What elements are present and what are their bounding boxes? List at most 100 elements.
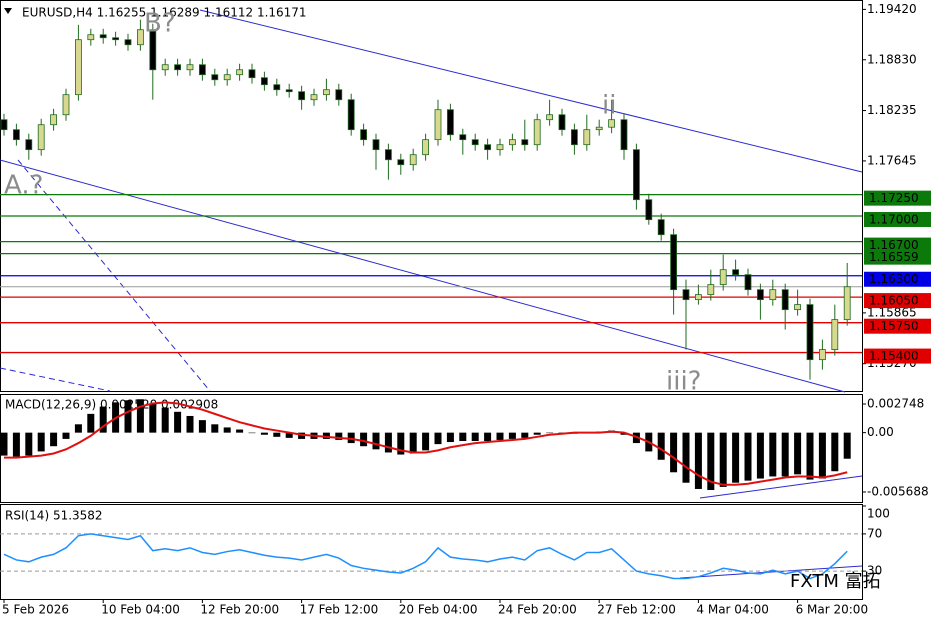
candle-body: [198, 64, 206, 76]
chart-title: EURUSD,H4 1.16255 1.16289 1.16112 1.1617…: [22, 6, 307, 20]
level-label: 1.17250: [869, 191, 919, 205]
level-label: 1.17000: [869, 212, 919, 226]
macd-bar: [322, 432, 330, 439]
macd-bar: [694, 432, 702, 489]
level-label: 1.16559: [869, 250, 919, 264]
macd-bar: [0, 432, 8, 456]
macd-bar: [335, 432, 343, 440]
x-tick-label: 10 Feb 04:00: [101, 603, 180, 617]
candle-body: [744, 274, 752, 291]
y-tick-label: 30: [867, 564, 882, 578]
candle-body: [695, 294, 702, 301]
y-tick-label: 1.17645: [867, 153, 917, 167]
macd-bar: [372, 432, 380, 450]
macd-bar: [843, 432, 851, 459]
candle-body: [186, 64, 194, 71]
candle-body: [521, 139, 529, 146]
macd-bar: [508, 432, 516, 439]
macd-bar: [422, 432, 430, 451]
y-tick-label: 1.18830: [867, 52, 917, 66]
y-tick-label: 1.19420: [867, 2, 917, 16]
macd-bar: [174, 411, 182, 433]
macd-bar: [707, 432, 715, 491]
macd-bar: [136, 399, 144, 433]
candle-body: [806, 304, 814, 361]
candle-body: [112, 37, 119, 41]
level-label: 1.15400: [869, 349, 919, 363]
x-tick-label: 17 Feb 12:00: [300, 603, 379, 617]
candle-body: [37, 124, 45, 151]
candle-body: [161, 64, 169, 71]
candle-body: [471, 139, 479, 146]
candle-body: [87, 34, 95, 41]
y-tick-label: -0.005688: [867, 484, 929, 498]
rsi-line: [3, 533, 848, 580]
macd-bar: [446, 432, 454, 443]
macd-bar: [99, 406, 107, 433]
macd-bar: [124, 400, 132, 433]
candle-body: [459, 134, 467, 141]
macd-bar: [459, 432, 467, 441]
macd-bar: [409, 432, 417, 454]
candle-body: [757, 289, 764, 301]
dashed-trendline: [0, 367, 111, 392]
candle-body: [670, 234, 677, 291]
candle-body: [508, 139, 516, 146]
macd-bar: [198, 420, 206, 433]
main-panel: [0, 0, 863, 392]
candle-body: [843, 286, 851, 321]
candle-body: [533, 119, 541, 146]
macd-bar: [719, 432, 727, 487]
candle-body: [248, 69, 256, 79]
macd-bar: [484, 432, 492, 441]
level-label-box: [864, 249, 931, 265]
macd-bar: [260, 432, 268, 435]
x-tick-label: 12 Feb 20:00: [200, 603, 279, 617]
candle-body: [372, 139, 380, 151]
candle-body: [223, 74, 231, 81]
macd-bar: [831, 432, 839, 472]
candle-body: [360, 129, 368, 141]
candle-body: [620, 119, 628, 151]
candle-body: [260, 77, 268, 86]
rsi-panel: [0, 504, 863, 600]
level-label-box: [864, 318, 931, 334]
macd-bar: [12, 432, 20, 457]
macd-bar: [384, 432, 392, 453]
annotation: B?: [144, 9, 176, 39]
candle-body: [819, 349, 826, 361]
candle-body: [136, 29, 144, 46]
y-tick-label: 100: [867, 507, 890, 521]
macd-bar: [496, 432, 504, 440]
menu-triangle: [4, 8, 12, 14]
candle-body: [657, 219, 665, 236]
candle-body: [422, 139, 430, 156]
candle-body: [211, 74, 219, 81]
level-label-box: [864, 237, 931, 253]
macd-trendline: [699, 475, 863, 499]
annotation: iii?: [666, 367, 701, 397]
x-tick-label: 6 Mar 20:00: [796, 603, 869, 617]
macd-bar: [732, 432, 740, 483]
macd-bar: [186, 415, 194, 433]
level-label: 1.16050: [869, 294, 919, 308]
macd-bar: [806, 432, 814, 480]
candle-body: [546, 114, 553, 121]
macd-title: MACD(12,26,9) 0.002520 0.002908: [5, 398, 218, 412]
candle-body: [298, 91, 306, 101]
candle-body: [335, 89, 343, 101]
candle-body: [794, 304, 801, 311]
y-tick-label: 0.002748: [867, 396, 924, 410]
x-tick-label: 24 Feb 20:00: [498, 603, 577, 617]
macd-bar: [149, 403, 157, 433]
candle-body: [682, 289, 690, 301]
candle-body: [322, 89, 330, 96]
x-tick-label: 27 Feb 12:00: [597, 603, 676, 617]
level-label-box: [864, 271, 931, 287]
candle-body: [124, 39, 132, 46]
macd-bar: [744, 432, 752, 481]
y-tick-label: 1.18235: [867, 103, 917, 117]
macd-bar: [285, 432, 293, 438]
macd-bar: [657, 432, 665, 460]
candle-body: [273, 84, 281, 91]
